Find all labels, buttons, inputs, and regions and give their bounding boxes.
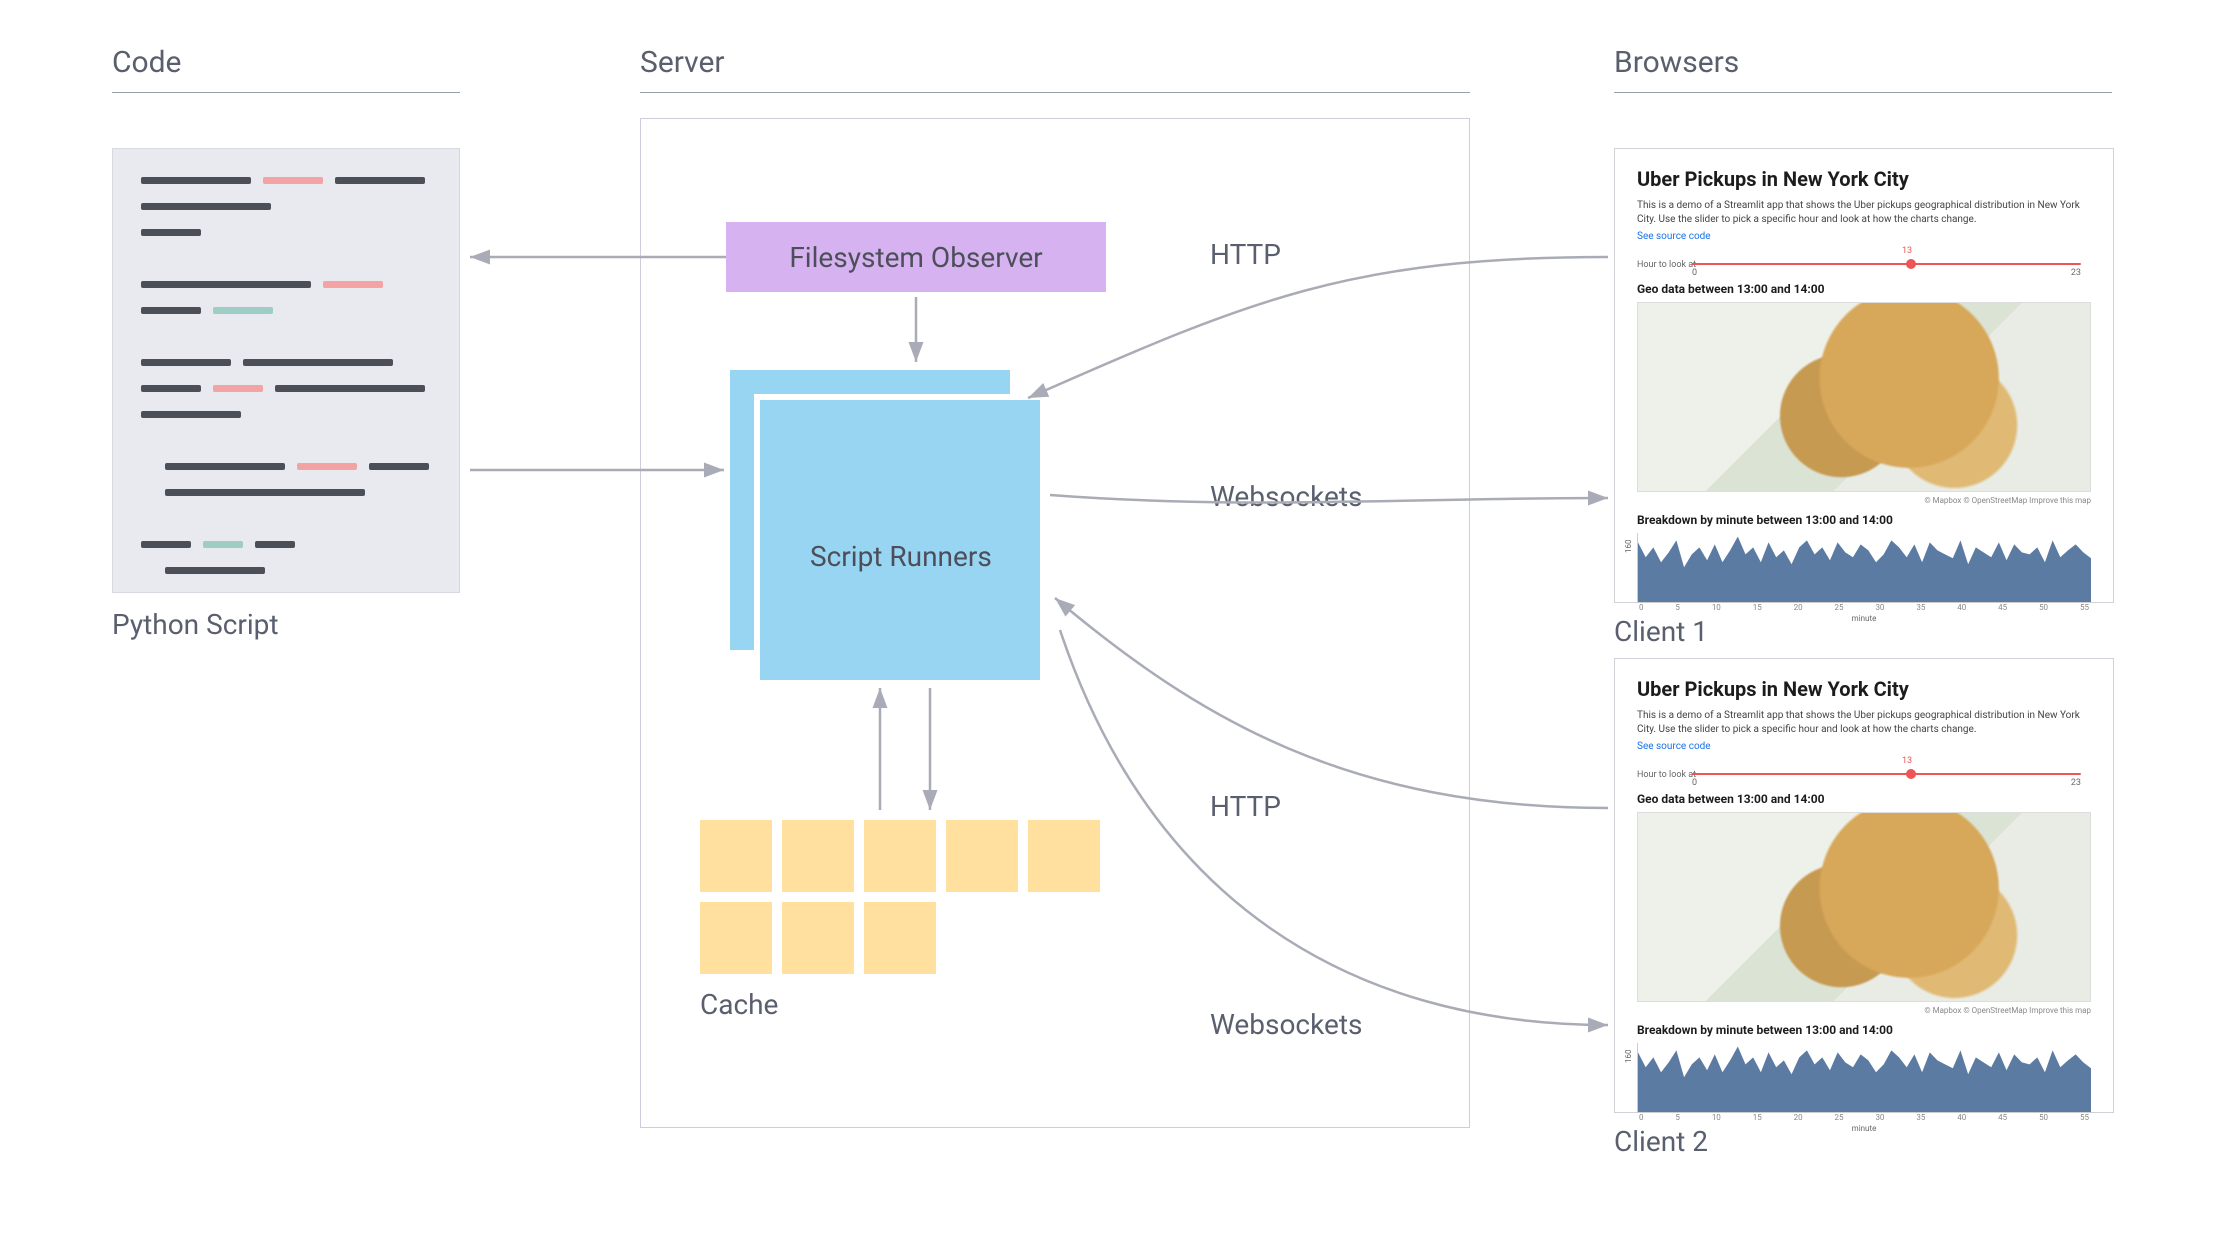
code-line [141, 541, 191, 548]
browser-body: This is a demo of a Streamlit app that s… [1637, 709, 2091, 737]
code-line [141, 411, 241, 418]
code-line [165, 463, 285, 470]
slider-thumb[interactable] [1906, 769, 1916, 779]
hour-slider[interactable]: Hour to look at 13 0 23 [1637, 252, 2091, 274]
code-line [165, 489, 365, 496]
cache-tile [782, 820, 854, 892]
slider-value: 13 [1902, 756, 1912, 766]
cache-tile [946, 820, 1018, 892]
code-line [141, 177, 251, 184]
minute-chart: 160 [1637, 1043, 2091, 1113]
code-line [141, 307, 201, 314]
slider-track [1692, 773, 2081, 775]
chart-y-top: 160 [1624, 1050, 1633, 1064]
browser-title: Uber Pickups in New York City [1637, 677, 2091, 701]
cache-tile [1028, 820, 1100, 892]
map-attribution: © Mapbox © OpenStreetMap Improve this ma… [1637, 1006, 2091, 1015]
hour-slider[interactable]: Hour to look at 13 0 23 [1637, 762, 2091, 784]
code-line [203, 541, 243, 548]
slider-label: Hour to look at [1637, 260, 1696, 270]
cache-tile [864, 820, 936, 892]
slider-value: 13 [1902, 246, 1912, 256]
browser-body: This is a demo of a Streamlit app that s… [1637, 199, 2091, 227]
breakdown-subtitle: Breakdown by minute between 13:00 and 14… [1637, 513, 2091, 527]
code-line [141, 281, 311, 288]
col-head-browsers: Browsers [1614, 45, 1739, 90]
geo-subtitle: Geo data between 13:00 and 14:00 [1637, 792, 2091, 806]
label-websockets-2: Websockets [1210, 1008, 1362, 1041]
label-http-1: HTTP [1210, 238, 1281, 271]
col-rule-browsers [1614, 92, 2112, 93]
cache-tile [700, 902, 772, 974]
client-label-2: Client 2 [1614, 1125, 1708, 1158]
col-rule-server [640, 92, 1470, 93]
breakdown-subtitle: Breakdown by minute between 13:00 and 14… [1637, 1023, 2091, 1037]
geo-map [1637, 812, 2091, 1002]
slider-min: 0 [1692, 778, 1697, 788]
slider-max: 23 [2071, 778, 2081, 788]
cache-tile [700, 820, 772, 892]
browser-source-link[interactable]: See source code [1637, 741, 2091, 752]
slider-max: 23 [2071, 268, 2081, 278]
browser-card-2: Uber Pickups in New York City This is a … [1614, 658, 2114, 1113]
code-line [275, 385, 425, 392]
slider-thumb[interactable] [1906, 259, 1916, 269]
code-line [297, 463, 357, 470]
script-runners-label: Script Runners [810, 540, 992, 573]
col-head-code: Code [112, 45, 181, 90]
minute-chart: 160 [1637, 533, 2091, 603]
code-line [213, 307, 273, 314]
col-head-server: Server [640, 45, 725, 90]
diagram-canvas: Code Server Browsers Python Script Files… [0, 0, 2228, 1254]
slider-min: 0 [1692, 268, 1697, 278]
code-line [323, 281, 383, 288]
client-label-1: Client 1 [1614, 615, 1708, 648]
code-line [369, 463, 429, 470]
cache-tile [864, 902, 936, 974]
code-line [141, 203, 271, 210]
code-line [165, 567, 265, 574]
code-line [141, 229, 201, 236]
code-line [335, 177, 425, 184]
col-rule-code [112, 92, 460, 93]
browser-source-link[interactable]: See source code [1637, 231, 2091, 242]
filesystem-observer-node: Filesystem Observer [726, 222, 1106, 292]
slider-track [1692, 263, 2081, 265]
chart-xticks: 0510152025303540455055 [1637, 603, 2091, 612]
python-script-caption: Python Script [112, 608, 279, 641]
code-line [141, 385, 201, 392]
code-line [263, 177, 323, 184]
code-line [243, 359, 393, 366]
map-attribution: © Mapbox © OpenStreetMap Improve this ma… [1637, 496, 2091, 505]
code-line [213, 385, 263, 392]
geo-subtitle: Geo data between 13:00 and 14:00 [1637, 282, 2091, 296]
chart-y-top: 160 [1624, 540, 1633, 554]
geo-map [1637, 302, 2091, 492]
label-websockets-1: Websockets [1210, 480, 1362, 513]
label-http-2: HTTP [1210, 790, 1281, 823]
browser-card-1: Uber Pickups in New York City This is a … [1614, 148, 2114, 603]
slider-label: Hour to look at [1637, 770, 1696, 780]
code-line [255, 541, 295, 548]
chart-xticks: 0510152025303540455055 [1637, 1113, 2091, 1122]
code-line [141, 359, 231, 366]
cache-tile [782, 902, 854, 974]
cache-label: Cache [700, 988, 778, 1021]
browser-title: Uber Pickups in New York City [1637, 167, 2091, 191]
python-script-card [112, 148, 460, 593]
